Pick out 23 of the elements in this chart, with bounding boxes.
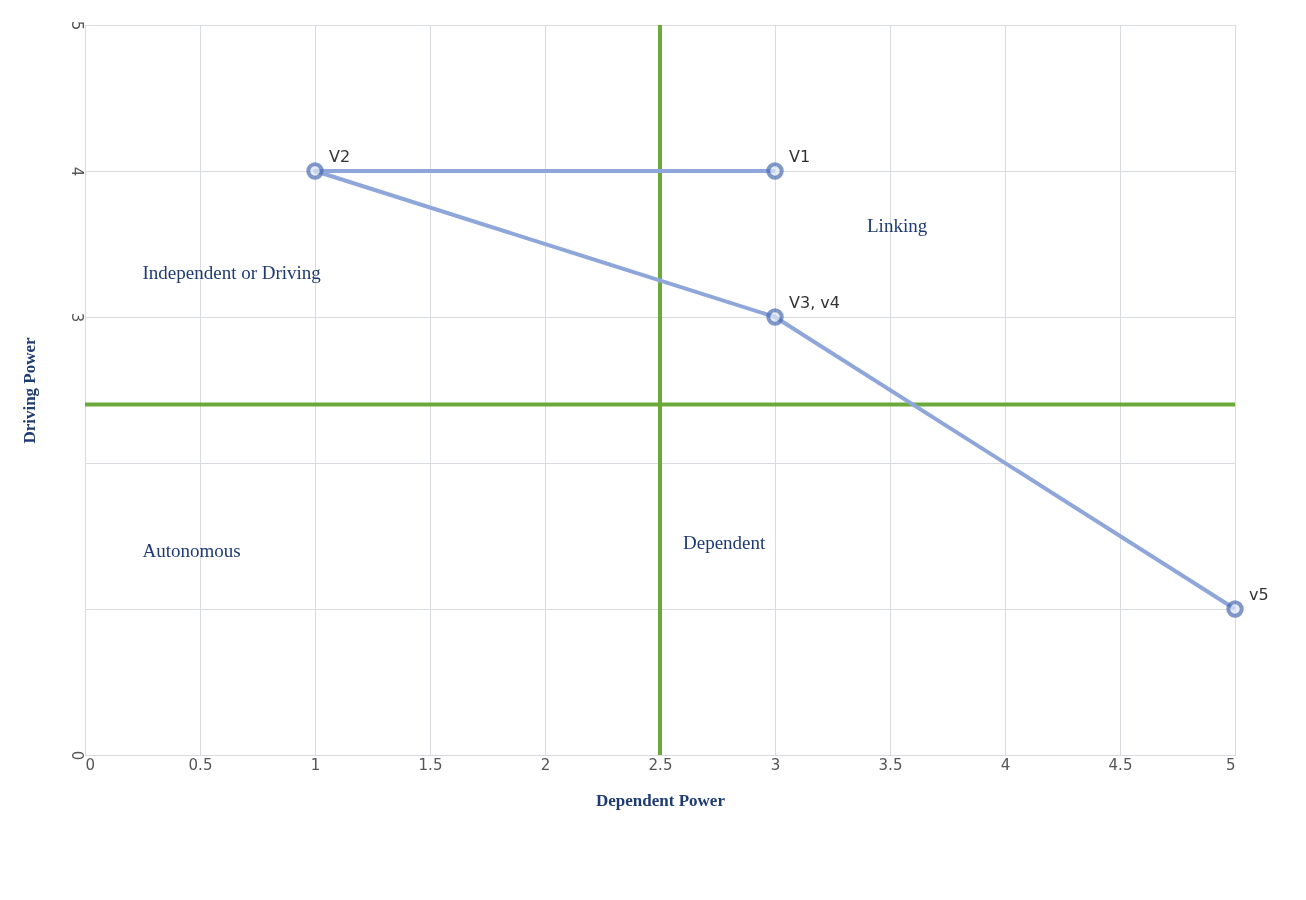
x-tick-label: 3.5 bbox=[878, 755, 903, 774]
annotation: V1 bbox=[789, 147, 811, 166]
x-tick-label: 4 bbox=[1000, 755, 1011, 774]
y-axis-title: Driving Power bbox=[19, 336, 39, 444]
x-tick-label: 5 bbox=[1225, 755, 1236, 774]
annotation: V3, v4 bbox=[789, 293, 840, 312]
y-tick-label: 3 bbox=[67, 312, 86, 323]
annotation: Autonomous bbox=[142, 539, 241, 561]
y-tick-label: 4 bbox=[67, 166, 86, 177]
annotation: Independent or Driving bbox=[142, 262, 322, 284]
x-tick-label: 3 bbox=[770, 755, 781, 774]
x-tick-label: 0.5 bbox=[188, 755, 213, 774]
annotation: Dependent bbox=[683, 532, 767, 554]
x-tick-label: 2 bbox=[540, 755, 551, 774]
annotation: v5 bbox=[1249, 585, 1269, 604]
y-tick-label: 5 bbox=[67, 20, 86, 31]
x-tick-label: 1 bbox=[310, 755, 321, 774]
annotation: V2 bbox=[329, 147, 351, 166]
x-tick-label: 1.5 bbox=[418, 755, 443, 774]
x-tick-label: 4.5 bbox=[1108, 755, 1133, 774]
x-axis-title: Dependent Power bbox=[596, 790, 726, 810]
x-tick-label: 2.5 bbox=[648, 755, 673, 774]
annotation: Linking bbox=[867, 215, 928, 237]
